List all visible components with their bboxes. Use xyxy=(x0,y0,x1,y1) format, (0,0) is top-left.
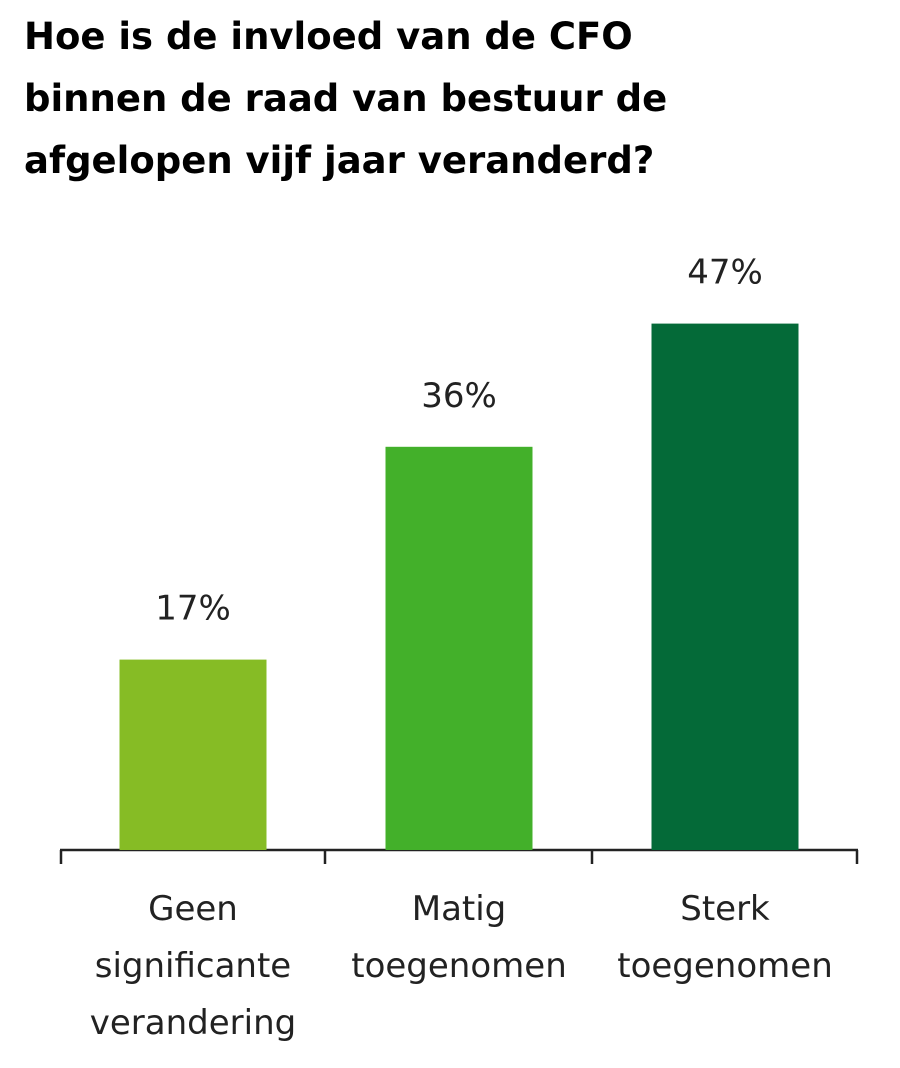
x-tick-label: Geen significante verandering xyxy=(90,889,296,1043)
chart-title: Hoe is de invloed van de CFO binnen de r… xyxy=(24,15,668,182)
bar xyxy=(385,446,533,850)
value-label: 17% xyxy=(155,589,231,629)
bar xyxy=(651,323,799,851)
value-label: 47% xyxy=(687,253,763,293)
axis xyxy=(59,848,859,864)
value-label: 36% xyxy=(421,376,497,416)
bar xyxy=(119,659,267,850)
x-tick-label: Sterk toegenomen xyxy=(617,889,833,986)
x-tick-label: Matig toegenomen xyxy=(351,889,567,986)
